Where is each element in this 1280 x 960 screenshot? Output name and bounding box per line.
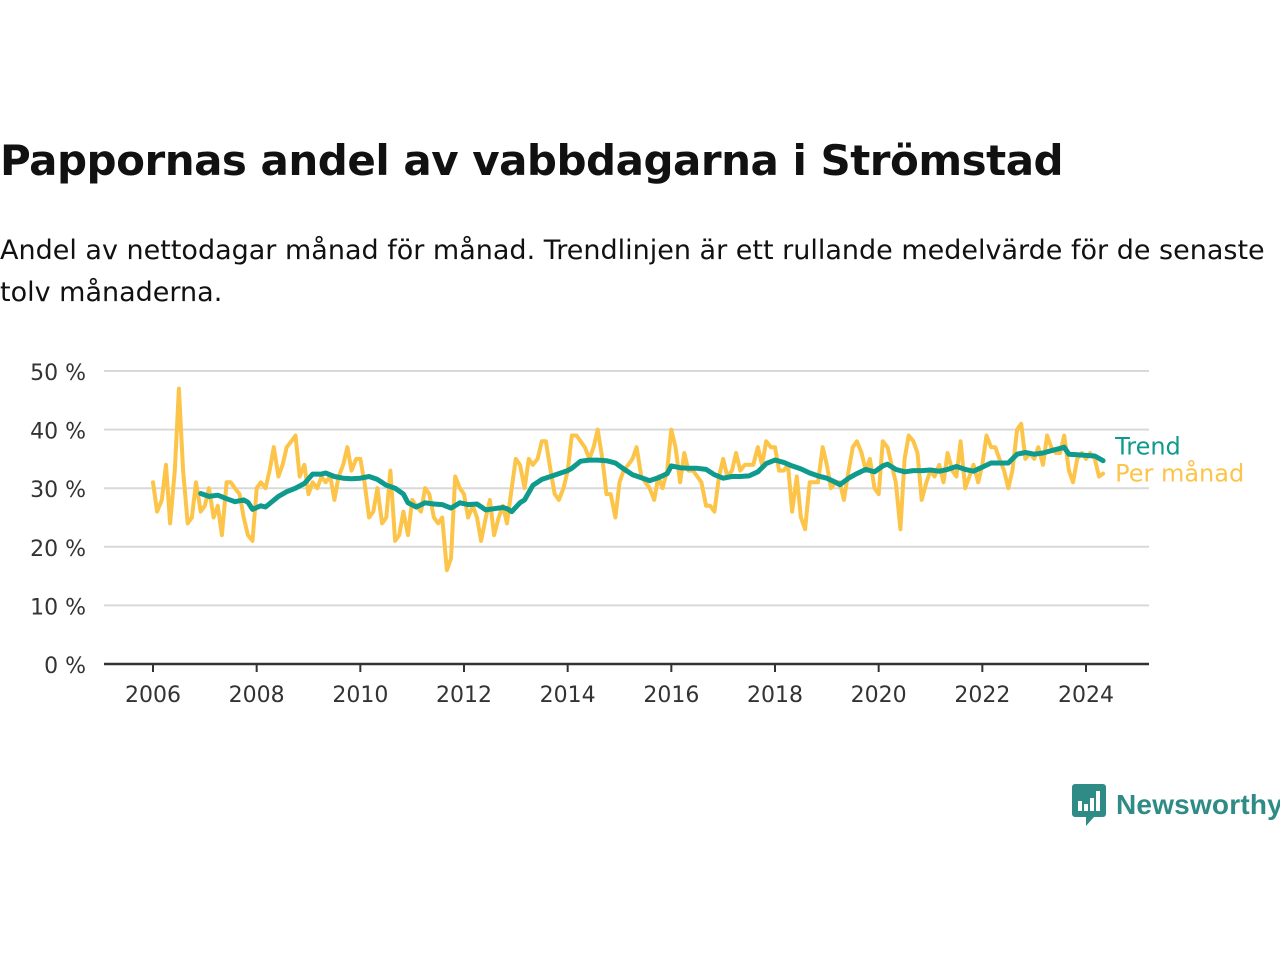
gridlines — [104, 370, 1149, 607]
y-tick-label: 50 % — [30, 361, 86, 386]
x-tick-label: 2024 — [1058, 683, 1114, 708]
y-tick-label: 30 % — [30, 478, 86, 503]
x-tick-label: 2014 — [540, 683, 596, 708]
x-axis: 2006 2008 2010 2012 2014 2016 2018 2020 2022 2024 — [104, 662, 1149, 708]
x-tick-label: 2010 — [332, 683, 388, 708]
chart-title: Pappornas andel av vabbdagarna i Strömst… — [0, 136, 1064, 185]
y-axis-labels: 0 % 10 % 20 % 30 % 40 % 50 % — [30, 361, 86, 679]
x-tick-label: 2016 — [643, 683, 699, 708]
series-line-trend — [198, 444, 1106, 515]
x-tick-label: 2006 — [125, 683, 181, 708]
newsworthy-logo: Newsworthy — [1072, 784, 1280, 826]
x-tick-label: 2012 — [436, 683, 492, 708]
y-tick-label: 20 % — [30, 537, 86, 562]
newsworthy-logo-icon — [1072, 784, 1106, 826]
series-label-per-manad: Per månad — [1115, 459, 1244, 488]
series-label-trend: Trend — [1114, 433, 1181, 461]
x-tick-label: 2022 — [954, 683, 1010, 708]
newsworthy-logo-text: Newsworthy — [1116, 789, 1280, 820]
line-chart: 0 % 10 % 20 % 30 % 40 % 50 % 2006 2008 2010 2012… — [30, 361, 1244, 708]
series-line-per-manad — [151, 386, 1106, 573]
x-tick-label: 2008 — [229, 683, 285, 708]
chart-subtitle: Andel av nettodagar månad för månad. Tre… — [0, 235, 1265, 308]
x-tick-label: 2018 — [747, 683, 803, 708]
x-tick-label: 2020 — [851, 683, 907, 708]
y-tick-label: 40 % — [30, 420, 86, 445]
series-lines — [151, 386, 1106, 573]
y-tick-label: 0 % — [44, 654, 86, 679]
y-tick-label: 10 % — [30, 595, 86, 620]
